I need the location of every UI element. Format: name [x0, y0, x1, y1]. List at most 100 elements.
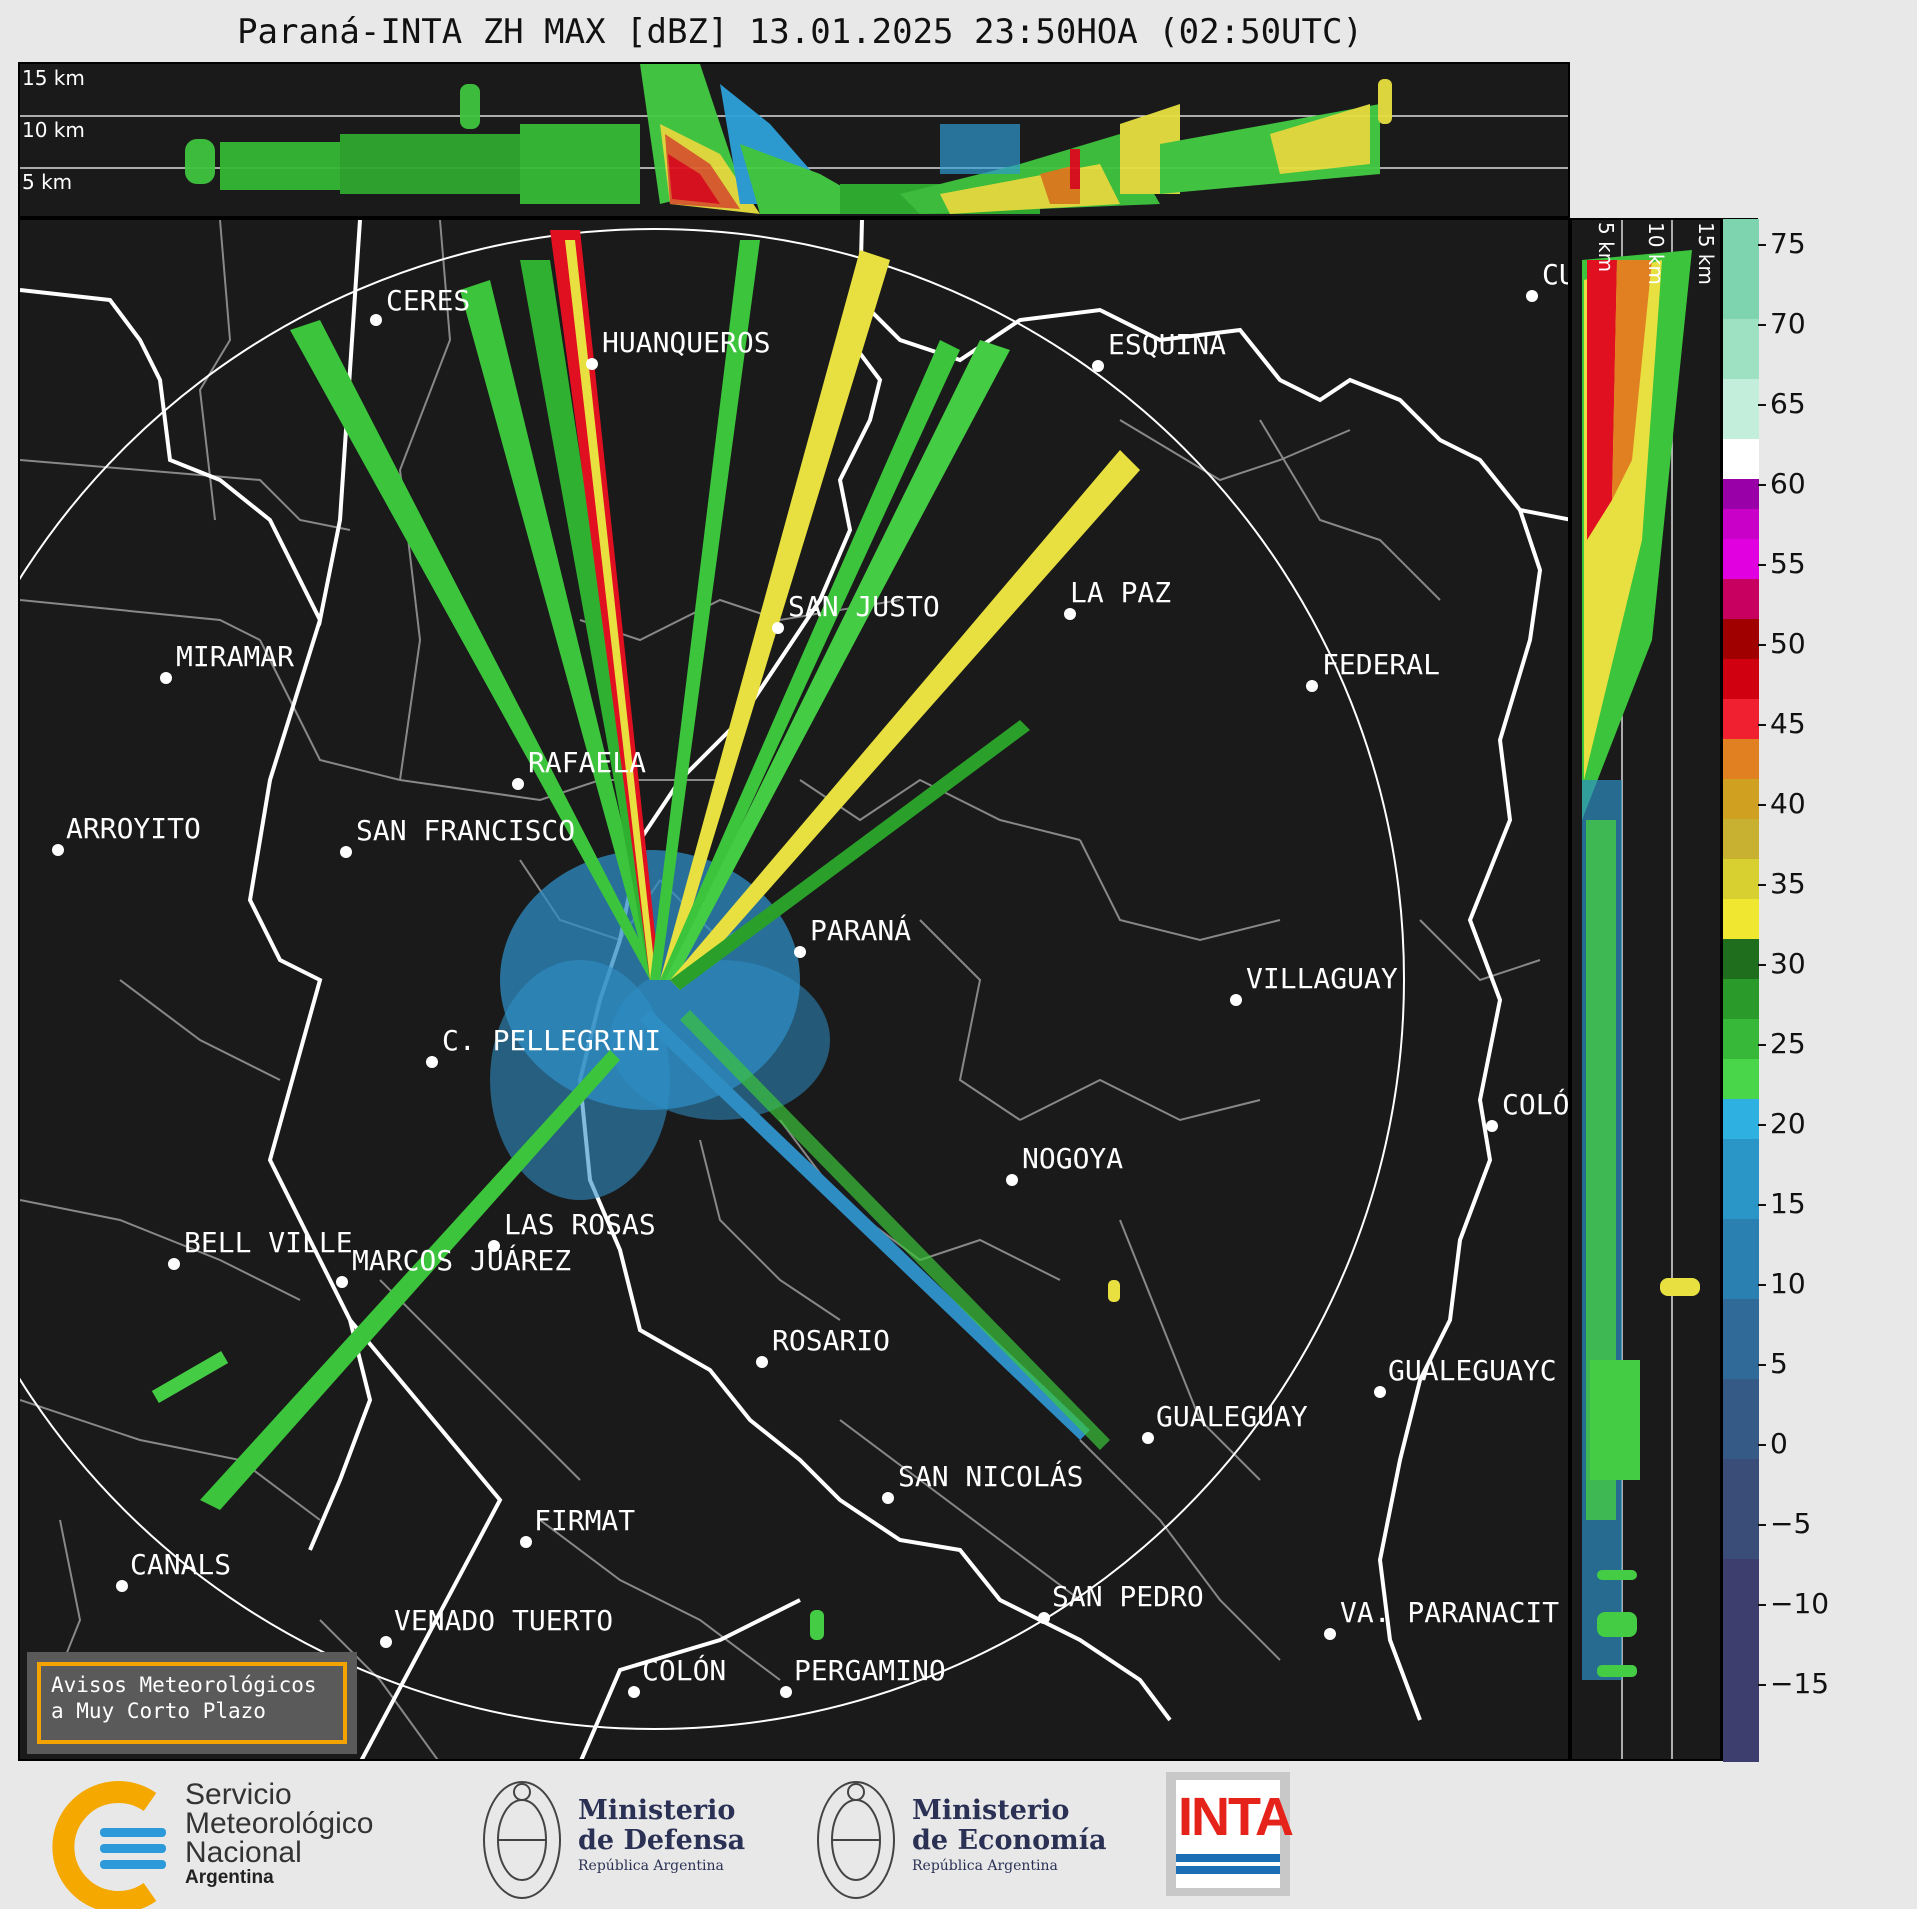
- city-label: HUANQUEROS: [602, 326, 771, 359]
- colorbar-tick-label: 45: [1770, 707, 1806, 740]
- radar-map: CERES HUANQUEROS ESQUINA CU SAN JUSTO LA…: [18, 218, 1570, 1761]
- smn-line1: Servicio: [185, 1778, 292, 1811]
- city-label: LAS ROSAS: [504, 1208, 656, 1241]
- smn-logo-icon: [52, 1781, 166, 1909]
- colorbar-tick-label: −15: [1770, 1667, 1830, 1700]
- colorbar-tick: [1758, 244, 1766, 246]
- colorbar-tick-label: 40: [1770, 787, 1806, 820]
- top-cross-section-graphic: [20, 64, 1568, 214]
- colorbar-tick: [1758, 1684, 1766, 1686]
- city-label: FIRMAT: [534, 1504, 635, 1537]
- colorbar-tick-label: 60: [1770, 467, 1806, 500]
- smn-line3: Nacional: [185, 1836, 302, 1869]
- colorbar-tick: [1758, 1524, 1766, 1526]
- colorbar-tick: [1758, 724, 1766, 726]
- colorbar-tick-label: 30: [1770, 947, 1806, 980]
- colorbar-tick-label: −5: [1770, 1507, 1812, 1540]
- side-height-label-10km: 10 km: [1644, 222, 1668, 285]
- defensa-seal-icon: [483, 1781, 561, 1899]
- city-label: GUALEGUAYC: [1388, 1354, 1557, 1387]
- city-label: ESQUINA: [1108, 328, 1226, 361]
- defensa-line1: Ministerio: [578, 1795, 736, 1826]
- colorbar-tick-label: 35: [1770, 867, 1806, 900]
- city-label: PERGAMINO: [794, 1654, 946, 1687]
- colorbar-tick: [1758, 1604, 1766, 1606]
- city-markers: [52, 290, 1538, 1698]
- city-labels: CERES HUANQUEROS ESQUINA CU SAN JUSTO LA…: [66, 258, 1570, 1687]
- city-label: C. PELLEGRINI: [442, 1024, 661, 1057]
- side-cross-section: 5 km 10 km 15 km: [1570, 218, 1722, 1761]
- height-label-10km: 10 km: [22, 118, 85, 142]
- height-label-15km: 15 km: [22, 66, 85, 90]
- radar-echoes: [151, 230, 1140, 1640]
- city-label: COLÓ: [1502, 1087, 1569, 1121]
- city-label: SAN FRANCISCO: [356, 814, 575, 847]
- colorbar-tick: [1758, 804, 1766, 806]
- aviso-line1: Avisos Meteorológicos: [51, 1673, 317, 1697]
- radar-map-graphic: CERES HUANQUEROS ESQUINA CU SAN JUSTO LA…: [20, 220, 1570, 1759]
- colorbar-tick: [1758, 1204, 1766, 1206]
- city-label: LA PAZ: [1070, 576, 1171, 609]
- side-cross-section-graphic: [1582, 220, 1700, 1759]
- economia-line1: Ministerio: [912, 1795, 1070, 1826]
- city-label: MARCOS JUÁREZ: [352, 1243, 571, 1277]
- city-label: FEDERAL: [1322, 648, 1440, 681]
- colorbar-tick-label: 25: [1770, 1027, 1806, 1060]
- range-ring: [20, 228, 1405, 1730]
- city-label: VILLAGUAY: [1246, 962, 1398, 995]
- footer-graphics: [52, 1772, 1290, 1909]
- colorbar-tick: [1758, 1284, 1766, 1286]
- city-label: ROSARIO: [772, 1324, 890, 1357]
- city-label: RAFAELA: [528, 746, 646, 779]
- colorbar-tick-label: 70: [1770, 307, 1806, 340]
- colorbar-tick-label: 15: [1770, 1187, 1806, 1220]
- inta-logo-text: INTA: [1178, 1787, 1294, 1847]
- defensa-logo-text: Ministerio de Defensa República Argentin…: [578, 1796, 745, 1876]
- city-label: VENADO TUERTO: [394, 1604, 613, 1637]
- colorbar-tick-label: 10: [1770, 1267, 1806, 1300]
- city-label: CERES: [386, 284, 470, 317]
- colorbar-tick: [1758, 1364, 1766, 1366]
- colorbar-tick-label: 5: [1770, 1347, 1788, 1380]
- height-label-5km: 5 km: [22, 170, 73, 194]
- colorbar-gradient: [1723, 219, 1759, 1762]
- colorbar-tick: [1758, 964, 1766, 966]
- smn-line4: Argentina: [185, 1867, 274, 1888]
- city-label: CU: [1542, 258, 1570, 291]
- colorbar-tick: [1758, 644, 1766, 646]
- colorbar-tick: [1758, 484, 1766, 486]
- city-label: MIRAMAR: [176, 640, 294, 673]
- city-label: VA. PARANACIT: [1340, 1596, 1559, 1629]
- city-label: COLÓN: [642, 1653, 726, 1687]
- city-label: PARANÁ: [810, 913, 911, 947]
- colorbar-tick: [1758, 884, 1766, 886]
- map-title: Paraná-INTA ZH MAX [dBZ] 13.01.2025 23:5…: [237, 12, 1363, 52]
- economia-line2: de Economía: [912, 1825, 1107, 1856]
- colorbar-tick: [1758, 324, 1766, 326]
- city-label: CANALS: [130, 1548, 231, 1581]
- colorbar-tick-label: 75: [1770, 227, 1806, 260]
- economia-line3: República Argentina: [912, 1858, 1058, 1874]
- city-label: ARROYITO: [66, 812, 201, 845]
- city-label: SAN NICOLÁS: [898, 1459, 1083, 1493]
- economia-logo-text: Ministerio de Economía República Argenti…: [912, 1796, 1106, 1876]
- aviso-box: Avisos Meteorológicos a Muy Corto Plazo: [27, 1652, 357, 1754]
- smn-logo-text: Servicio Meteorológico Nacional Argentin…: [185, 1780, 373, 1889]
- top-cross-section: 15 km 10 km 5 km: [18, 62, 1570, 218]
- city-label: BELL VILLE: [184, 1226, 353, 1259]
- defensa-line2: de Defensa: [578, 1825, 746, 1856]
- city-label: GUALEGUAY: [1156, 1400, 1308, 1433]
- colorbar-tick: [1758, 1444, 1766, 1446]
- colorbar-tick-label: −10: [1770, 1587, 1830, 1620]
- colorbar-tick: [1758, 1044, 1766, 1046]
- colorbar-tick-label: 65: [1770, 387, 1806, 420]
- colorbar-tick-label: 55: [1770, 547, 1806, 580]
- inta-logo-icon: [1166, 1772, 1290, 1896]
- aviso-box-inner: Avisos Meteorológicos a Muy Corto Plazo: [37, 1662, 347, 1744]
- colorbar-tick: [1758, 1124, 1766, 1126]
- colorbar-tick: [1758, 404, 1766, 406]
- colorbar-tick-label: 20: [1770, 1107, 1806, 1140]
- city-label: SAN JUSTO: [788, 590, 940, 623]
- city-label: NOGOYA: [1022, 1142, 1123, 1175]
- colorbar-tick: [1758, 564, 1766, 566]
